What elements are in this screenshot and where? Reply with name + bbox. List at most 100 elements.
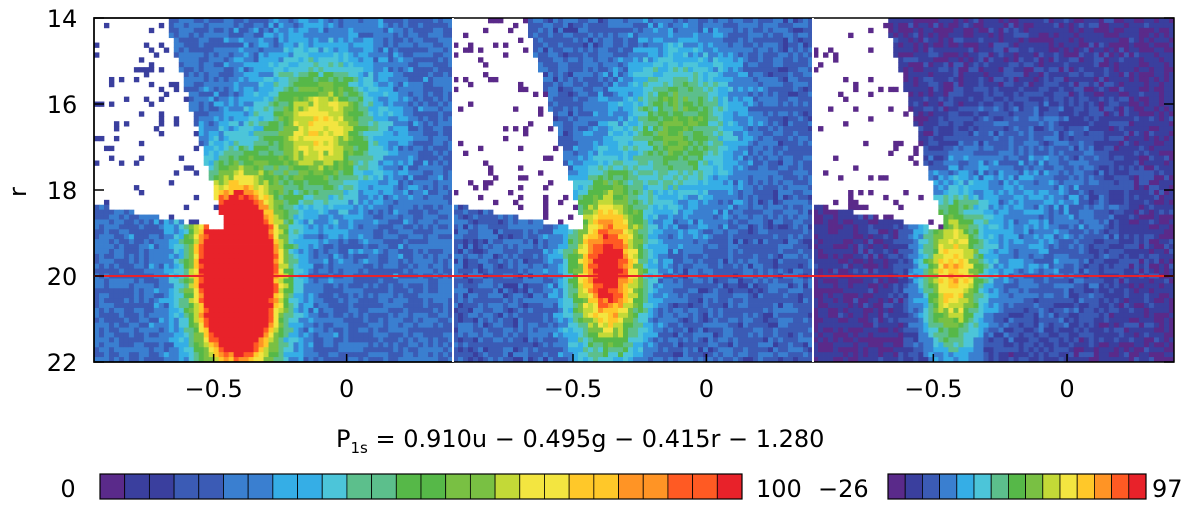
- heatmap-cell: [148, 303, 155, 309]
- heatmap-cell: [113, 234, 120, 240]
- heatmap-cell: [428, 258, 434, 265]
- heatmap-cell: [443, 155, 449, 161]
- heatmap-cell: [728, 72, 734, 78]
- heatmap-cell: [393, 160, 399, 166]
- heatmap-cell: [438, 263, 444, 270]
- heatmap-cell: [433, 288, 439, 294]
- heatmap-cell: [278, 32, 284, 39]
- heatmap-cell: [353, 293, 359, 299]
- heatmap-cell: [98, 317, 105, 324]
- heatmap-cell: [233, 317, 239, 324]
- heatmap-cell: [753, 62, 759, 68]
- heatmap-cell: [258, 307, 264, 314]
- heatmap-cell: [373, 258, 379, 265]
- heatmap-cell: [223, 258, 230, 265]
- heatmap-cell: [293, 67, 299, 73]
- heatmap-cells: [94, 18, 1175, 363]
- heatmap-cell: [273, 111, 279, 117]
- heatmap-cell: [323, 327, 329, 333]
- heatmap-cell: [408, 135, 414, 142]
- heatmap-cell: [553, 62, 559, 68]
- heatmap-cell: [683, 57, 689, 63]
- heatmap-cell: [403, 303, 409, 309]
- heatmap-cell: [263, 322, 269, 328]
- heatmap-cell: [113, 347, 120, 353]
- heatmap-cell: [448, 52, 454, 58]
- heatmap-cell: [413, 253, 419, 260]
- heatmap-cell: [308, 72, 314, 78]
- heatmap-cell: [198, 27, 205, 34]
- heatmap-cell: [293, 145, 299, 152]
- heatmap-cell: [363, 101, 369, 107]
- heatmap-cell: [443, 234, 449, 240]
- heatmap-cell: [553, 42, 559, 48]
- heatmap-cell: [623, 47, 629, 53]
- heatmap-cell: [213, 106, 220, 112]
- heatmap-cell: [398, 248, 404, 255]
- heatmap-cell: [558, 27, 564, 34]
- heatmap-cell: [318, 214, 324, 220]
- heatmap-cell: [183, 47, 190, 53]
- heatmap-cell: [343, 37, 349, 43]
- heatmap-cell: [278, 298, 284, 304]
- heatmap-cell: [408, 131, 414, 137]
- heatmap-cell: [178, 352, 185, 358]
- heatmap-cell: [738, 67, 744, 73]
- heatmap-cell: [233, 352, 239, 358]
- heatmap-cell: [393, 288, 399, 294]
- heatmap-cell: [283, 91, 289, 98]
- heatmap-cell: [403, 37, 409, 43]
- heatmap-cell: [228, 101, 235, 107]
- heatmap-cell: [433, 180, 439, 186]
- heatmap-cell: [378, 180, 384, 186]
- heatmap-cell: [278, 224, 284, 230]
- heatmap-cell: [223, 288, 230, 294]
- heatmap-cell: [288, 52, 294, 58]
- heatmap-cell: [363, 199, 369, 206]
- heatmap-cell: [258, 332, 264, 338]
- heatmap-cell: [353, 160, 359, 166]
- heatmap-cell: [553, 18, 559, 24]
- heatmap-cell: [278, 76, 284, 83]
- heatmap-cell: [418, 268, 424, 274]
- heatmap-cell: [238, 67, 244, 73]
- heatmap-cell: [408, 278, 414, 284]
- heatmap-cell: [448, 170, 454, 176]
- heatmap-cell: [158, 253, 165, 260]
- heatmap-cell: [413, 248, 419, 255]
- heatmap-cell: [403, 42, 409, 48]
- heatmap-cell: [418, 224, 424, 230]
- heatmap-cell: [278, 135, 284, 142]
- heatmap-cell: [428, 194, 434, 201]
- heatmap-cell: [373, 180, 379, 186]
- heatmap-cell: [328, 18, 334, 24]
- heatmap-cell: [263, 229, 269, 235]
- heatmap-cell: [303, 155, 309, 161]
- heatmap-cell: [393, 332, 399, 338]
- heatmap-cell: [328, 298, 334, 304]
- heatmap-cell: [208, 121, 215, 127]
- heatmap-cell: [268, 106, 274, 112]
- heatmap-cell: [793, 67, 799, 73]
- heatmap-cell: [238, 293, 244, 299]
- heatmap-cell: [438, 298, 444, 304]
- heatmap-cell: [363, 258, 369, 265]
- heatmap-cell: [228, 96, 235, 102]
- heatmap-cell: [503, 52, 509, 58]
- heatmap-cell: [358, 42, 364, 48]
- heatmap-cell: [658, 22, 664, 29]
- heatmap-cell: [353, 91, 359, 98]
- heatmap-cell: [253, 307, 259, 314]
- heatmap-cell: [748, 57, 754, 63]
- heatmap-cell: [158, 96, 165, 102]
- heatmap-cell: [118, 288, 125, 294]
- heatmap-cell: [633, 27, 639, 34]
- heatmap-cell: [398, 37, 404, 43]
- heatmap-cell: [318, 160, 324, 166]
- heatmap-cell: [243, 224, 249, 230]
- heatmap-cell: [178, 155, 185, 161]
- heatmap-cell: [263, 37, 269, 43]
- heatmap-cell: [763, 22, 769, 29]
- heatmap-cell: [233, 337, 239, 343]
- heatmap-cell: [103, 145, 110, 152]
